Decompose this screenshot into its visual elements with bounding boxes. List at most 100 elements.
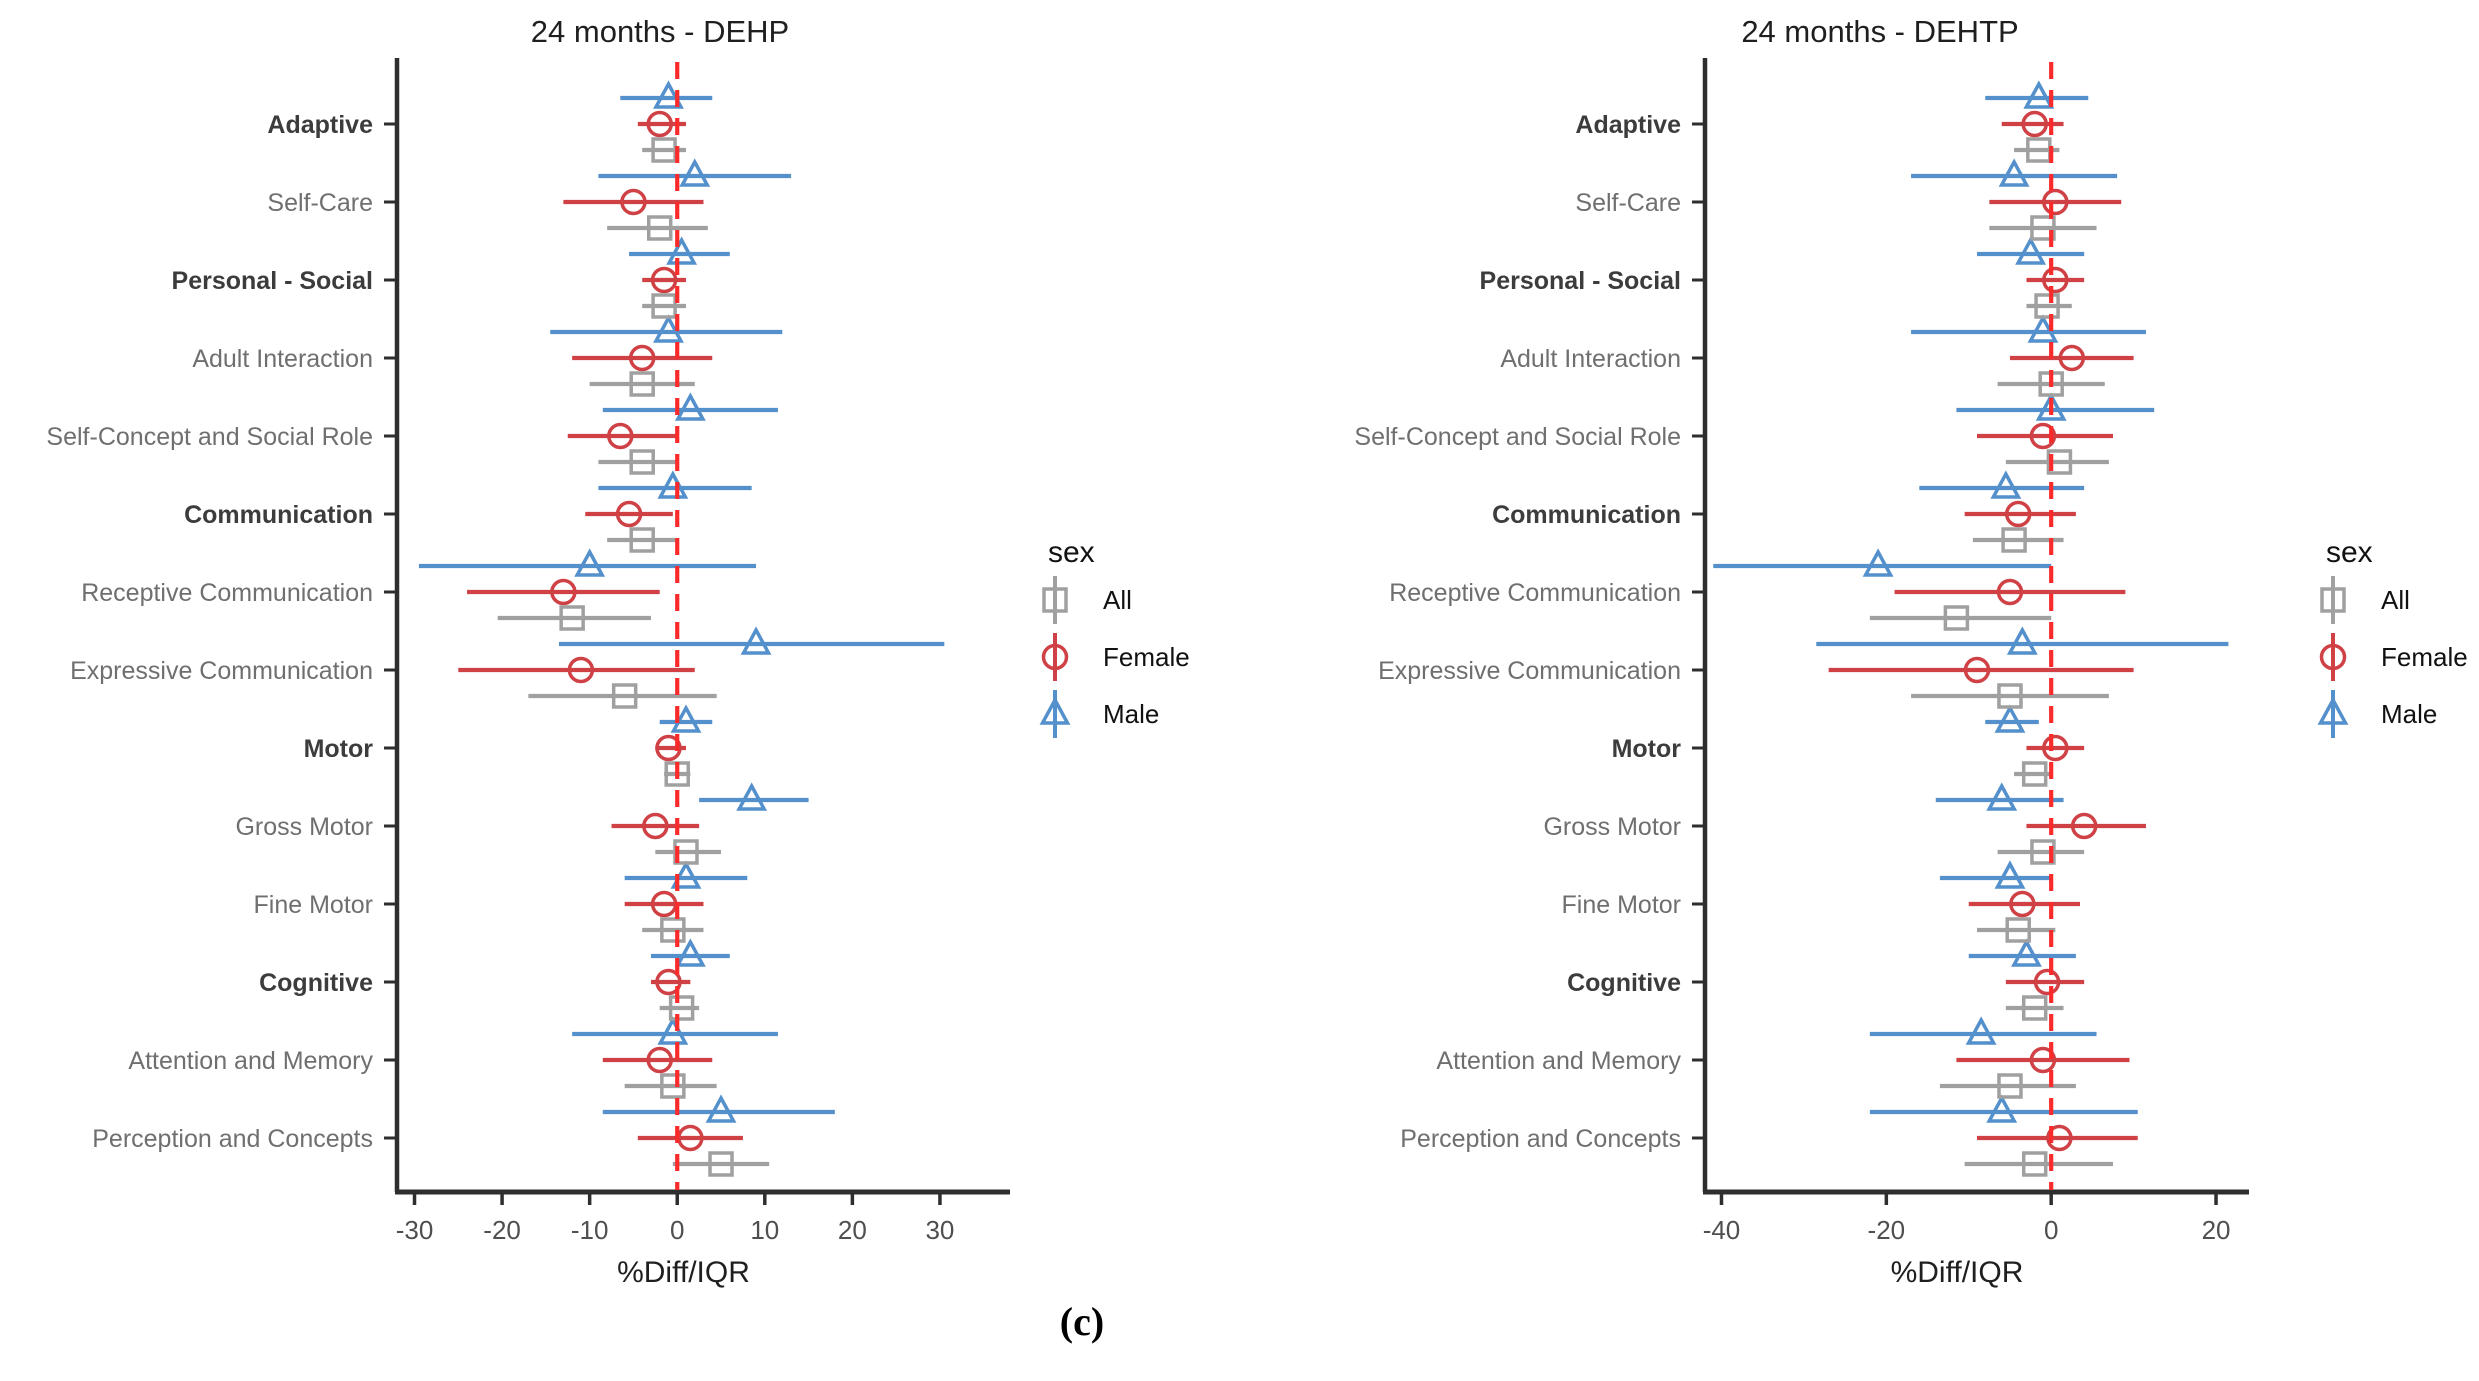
legend-item-label: All [1103, 585, 1132, 615]
panel-title: 24 months - DEHP [531, 14, 789, 49]
data-point-male [1862, 548, 1894, 577]
category-label: Expressive Communication [1378, 657, 1681, 685]
data-point-male [670, 860, 702, 889]
legend-item-label: Male [1103, 699, 1159, 729]
data-point-male [2006, 626, 2038, 655]
data-point-female [2004, 500, 2032, 528]
category-label: Adaptive [267, 111, 373, 139]
x-tick-label: 0 [670, 1215, 684, 1245]
data-point-female [2042, 188, 2069, 216]
x-tick-label: 10 [750, 1215, 779, 1245]
data-point-male [1998, 158, 2030, 187]
category-label: Gross Motor [1543, 813, 1681, 841]
x-tick-label: -30 [396, 1215, 434, 1245]
data-point-all [629, 371, 655, 397]
data-point-female [2070, 812, 2098, 840]
data-point-all [2034, 293, 2060, 319]
data-point-male [1986, 1094, 2018, 1123]
data-point-male [679, 158, 711, 187]
category-label: Adult Interaction [192, 345, 373, 373]
data-point-female [2029, 422, 2057, 450]
category-label: Adult Interaction [1500, 345, 1681, 373]
category-label: Motor [304, 735, 374, 763]
data-point-female [550, 578, 577, 606]
data-point-female [2042, 734, 2069, 762]
data-point-male [2015, 236, 2047, 265]
legend-title: sex [2326, 536, 2373, 569]
category-label: Fine Motor [1562, 891, 1681, 919]
data-point-female [2033, 968, 2061, 996]
data-point-male [657, 1016, 689, 1045]
legend-female-marker [1041, 643, 1069, 671]
category-label: Fine Motor [254, 891, 373, 919]
data-point-all [629, 527, 655, 553]
data-point-female [655, 734, 682, 762]
category-label: Self-Care [1575, 189, 1681, 217]
data-point-female [2029, 1046, 2057, 1074]
legend-title: sex [1048, 536, 1095, 569]
category-label: Cognitive [1567, 969, 1681, 997]
legend-female-marker [2319, 643, 2347, 671]
x-tick-label: 20 [2202, 1215, 2231, 1245]
data-point-all [651, 137, 677, 163]
category-label: Attention and Memory [1436, 1047, 1681, 1075]
data-point-male [1994, 860, 2026, 889]
data-point-all [673, 839, 699, 865]
category-label: Attention and Memory [128, 1047, 373, 1075]
data-point-all [660, 917, 686, 943]
data-point-female [620, 188, 647, 216]
category-label: Cognitive [259, 969, 373, 997]
data-point-all [2030, 839, 2056, 865]
x-tick-label: -40 [1703, 1215, 1741, 1245]
data-point-male [670, 704, 702, 733]
category-label: Communication [1492, 501, 1681, 529]
data-point-female [2042, 266, 2069, 294]
data-point-male [1990, 470, 2022, 499]
category-label: Perception and Concepts [92, 1125, 373, 1153]
category-label: Self-Concept and Social Role [1354, 423, 1681, 451]
data-point-all [660, 1073, 686, 1099]
x-tick-label: 30 [925, 1215, 954, 1245]
data-point-all [708, 1151, 734, 1177]
x-tick-label: -20 [1868, 1215, 1906, 1245]
data-point-male [1994, 704, 2026, 733]
category-label: Self-Care [267, 189, 373, 217]
data-point-male [2035, 392, 2067, 421]
data-point-male [1986, 782, 2018, 811]
category-label: Personal - Social [172, 267, 373, 295]
data-point-male [666, 236, 698, 265]
legend-male-marker [2317, 696, 2349, 725]
data-point-all [668, 995, 695, 1021]
data-point-all [559, 605, 585, 631]
data-point-female [615, 500, 643, 528]
legend-item-label: Female [1103, 642, 1190, 672]
legend-item-label: All [2381, 585, 2410, 615]
data-point-all [1997, 683, 2023, 709]
data-point-male [2023, 80, 2055, 109]
data-point-all [2001, 527, 2027, 553]
data-point-male [674, 938, 706, 967]
data-point-male [657, 470, 689, 499]
data-point-all [646, 215, 673, 241]
data-point-all [2030, 215, 2056, 241]
category-label: Personal - Social [1480, 267, 1681, 295]
x-axis-title: %Diff/IQR [1891, 1256, 2024, 1289]
data-point-all [2021, 761, 2048, 787]
data-point-female [2058, 344, 2086, 372]
x-axis-title: %Diff/IQR [617, 1256, 750, 1289]
data-point-female [607, 422, 634, 450]
data-point-female [1996, 578, 2024, 606]
data-point-female [628, 344, 656, 372]
data-point-all [1997, 1073, 2023, 1099]
data-point-male [2011, 938, 2042, 967]
data-point-female [1963, 656, 1991, 684]
legend-all-marker [2320, 587, 2346, 613]
data-point-all [2021, 1151, 2048, 1177]
data-point-female [650, 266, 678, 294]
category-label: Communication [184, 501, 373, 529]
data-point-male [1965, 1016, 1997, 1045]
category-label: Motor [1612, 735, 1682, 763]
x-tick-label: 20 [838, 1215, 867, 1245]
x-tick-label: -10 [571, 1215, 609, 1245]
